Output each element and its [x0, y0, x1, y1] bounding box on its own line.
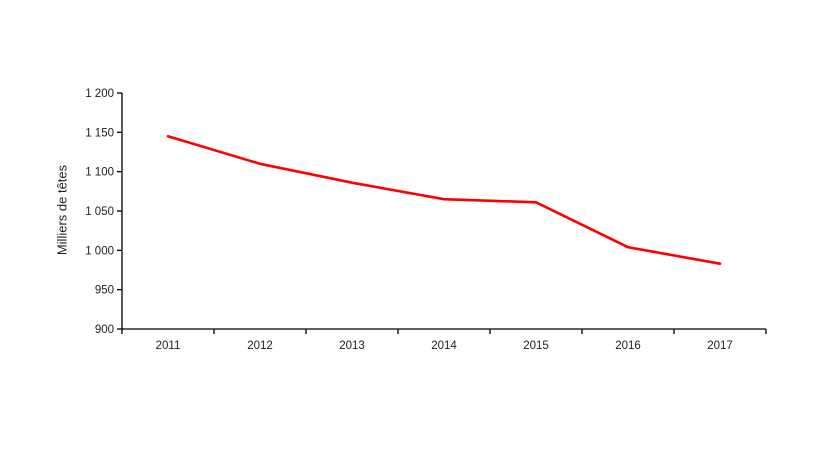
x-tick-label: 2017 [707, 340, 733, 352]
y-tick-label: 1 100 [85, 167, 114, 179]
x-tick-label: 2013 [339, 340, 365, 352]
y-tick-label: 1 000 [85, 245, 114, 257]
y-tick-label: 1 050 [85, 206, 114, 218]
y-tick-label: 1 200 [85, 88, 114, 100]
y-tick-label: 950 [95, 285, 114, 297]
y-tick-label: 900 [95, 324, 114, 336]
y-tick-label: 1 150 [85, 127, 114, 139]
x-tick-label: 2015 [523, 340, 549, 352]
x-tick-label: 2016 [615, 340, 641, 352]
x-tick-label: 2014 [431, 340, 457, 352]
x-tick-label: 2011 [156, 340, 181, 352]
data-line [166, 135, 722, 266]
x-tick-label: 2012 [247, 340, 273, 352]
